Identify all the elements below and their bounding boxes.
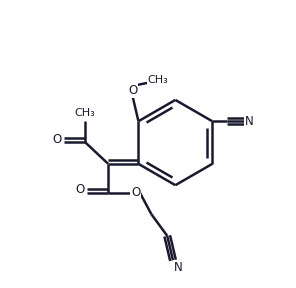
Text: O: O — [53, 133, 62, 146]
Text: CH₃: CH₃ — [148, 75, 168, 85]
Text: N: N — [245, 115, 253, 128]
Text: O: O — [131, 186, 140, 199]
Text: N: N — [174, 261, 183, 274]
Text: O: O — [128, 84, 137, 97]
Text: CH₃: CH₃ — [75, 109, 96, 118]
Text: O: O — [76, 183, 85, 196]
